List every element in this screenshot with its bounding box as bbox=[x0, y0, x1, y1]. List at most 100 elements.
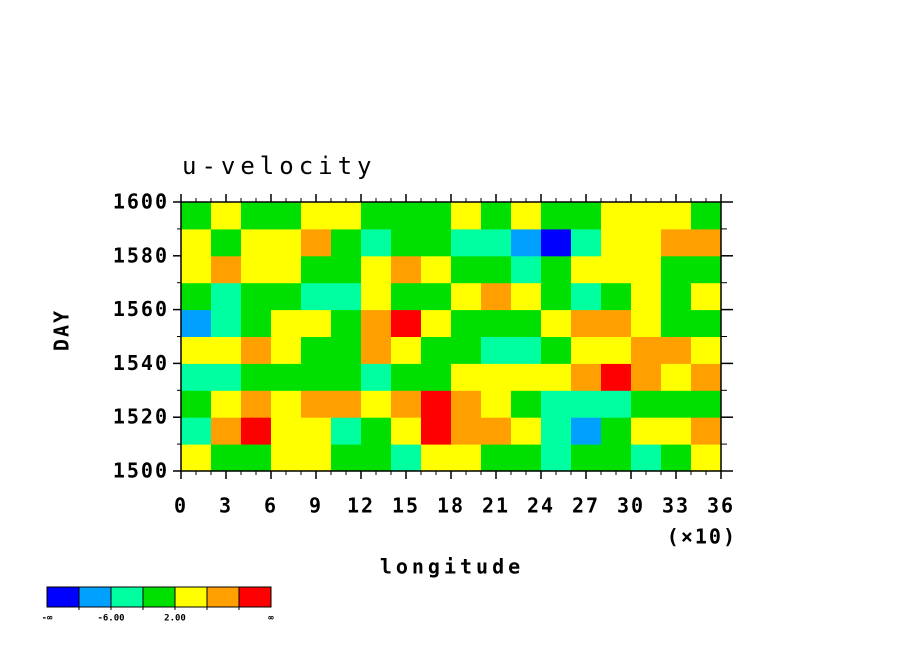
cell bbox=[271, 363, 302, 391]
cell bbox=[631, 336, 662, 364]
cell bbox=[571, 444, 602, 472]
cell bbox=[241, 363, 272, 391]
cell bbox=[601, 444, 632, 472]
cell bbox=[601, 282, 632, 311]
x-tick-label: 27 bbox=[572, 494, 600, 518]
cell bbox=[691, 444, 722, 472]
cell bbox=[361, 282, 392, 311]
cell bbox=[181, 336, 212, 364]
cell bbox=[511, 336, 542, 364]
cell bbox=[541, 363, 572, 391]
x-tick-label: 9 bbox=[309, 494, 323, 518]
y-tick-label: 1580 bbox=[113, 243, 169, 267]
cell bbox=[631, 202, 662, 230]
cell bbox=[661, 202, 692, 230]
x-tick-label: 12 bbox=[347, 494, 375, 518]
cell bbox=[421, 228, 452, 257]
cell bbox=[541, 336, 572, 364]
cell bbox=[421, 255, 452, 284]
cell bbox=[361, 202, 392, 230]
cell bbox=[691, 363, 722, 391]
cell bbox=[181, 444, 212, 472]
cell bbox=[451, 363, 482, 391]
cell bbox=[181, 255, 212, 284]
cell bbox=[451, 390, 482, 418]
colorbar-box bbox=[78, 586, 112, 608]
cell bbox=[211, 202, 242, 230]
cell bbox=[361, 309, 392, 337]
cell bbox=[601, 309, 632, 337]
cell bbox=[241, 390, 272, 418]
cell bbox=[511, 282, 542, 311]
cell bbox=[391, 390, 422, 418]
colorbar-box bbox=[110, 586, 144, 608]
cell bbox=[241, 309, 272, 337]
cell bbox=[481, 282, 512, 311]
colorbar-label: -∞ bbox=[42, 614, 53, 624]
cell bbox=[391, 282, 422, 311]
cell bbox=[601, 363, 632, 391]
cell bbox=[571, 390, 602, 418]
cell bbox=[601, 336, 632, 364]
cell bbox=[331, 202, 362, 230]
cell bbox=[511, 309, 542, 337]
cell bbox=[181, 228, 212, 257]
cell bbox=[391, 202, 422, 230]
cell bbox=[361, 363, 392, 391]
x-tick-label: 36 bbox=[707, 494, 735, 518]
cell bbox=[661, 336, 692, 364]
cell bbox=[541, 255, 572, 284]
cell bbox=[301, 202, 332, 230]
cell bbox=[421, 417, 452, 445]
cell bbox=[571, 202, 602, 230]
cell bbox=[541, 444, 572, 472]
cell bbox=[241, 444, 272, 472]
cell bbox=[661, 282, 692, 311]
cell bbox=[511, 202, 542, 230]
cell bbox=[301, 336, 332, 364]
cell bbox=[271, 255, 302, 284]
y-tick-label: 1500 bbox=[113, 459, 169, 483]
x-scale-label: (×10) bbox=[667, 525, 737, 549]
cell bbox=[181, 390, 212, 418]
cell bbox=[631, 417, 662, 445]
cell bbox=[421, 202, 452, 230]
cell bbox=[481, 390, 512, 418]
y-tick-label: 1560 bbox=[113, 297, 169, 321]
cell bbox=[631, 363, 662, 391]
cell bbox=[391, 228, 422, 257]
cell bbox=[271, 202, 302, 230]
cell bbox=[331, 282, 362, 311]
cell bbox=[271, 417, 302, 445]
x-tick-label: 24 bbox=[527, 494, 555, 518]
cell bbox=[211, 309, 242, 337]
x-tick-label: 33 bbox=[662, 494, 690, 518]
x-tick-label: 30 bbox=[617, 494, 645, 518]
x-tick-label: 3 bbox=[219, 494, 233, 518]
cell bbox=[211, 390, 242, 418]
heatmap bbox=[181, 202, 722, 472]
cell bbox=[541, 390, 572, 418]
colorbar-box bbox=[46, 586, 80, 608]
cell bbox=[511, 417, 542, 445]
cell bbox=[331, 390, 362, 418]
cell bbox=[481, 228, 512, 257]
x-tick-label: 18 bbox=[437, 494, 465, 518]
x-tick-label: 15 bbox=[392, 494, 420, 518]
cell bbox=[271, 228, 302, 257]
cell bbox=[391, 363, 422, 391]
cell bbox=[691, 228, 722, 257]
cell bbox=[571, 417, 602, 445]
cell bbox=[211, 417, 242, 445]
cell bbox=[481, 444, 512, 472]
cell bbox=[571, 255, 602, 284]
cell bbox=[511, 363, 542, 391]
cell bbox=[481, 363, 512, 391]
cell bbox=[631, 309, 662, 337]
cell bbox=[421, 363, 452, 391]
cell bbox=[541, 309, 572, 337]
cell bbox=[301, 309, 332, 337]
cell bbox=[361, 417, 392, 445]
colorbar-label: ∞ bbox=[268, 614, 274, 624]
y-tick-label: 1520 bbox=[113, 405, 169, 429]
